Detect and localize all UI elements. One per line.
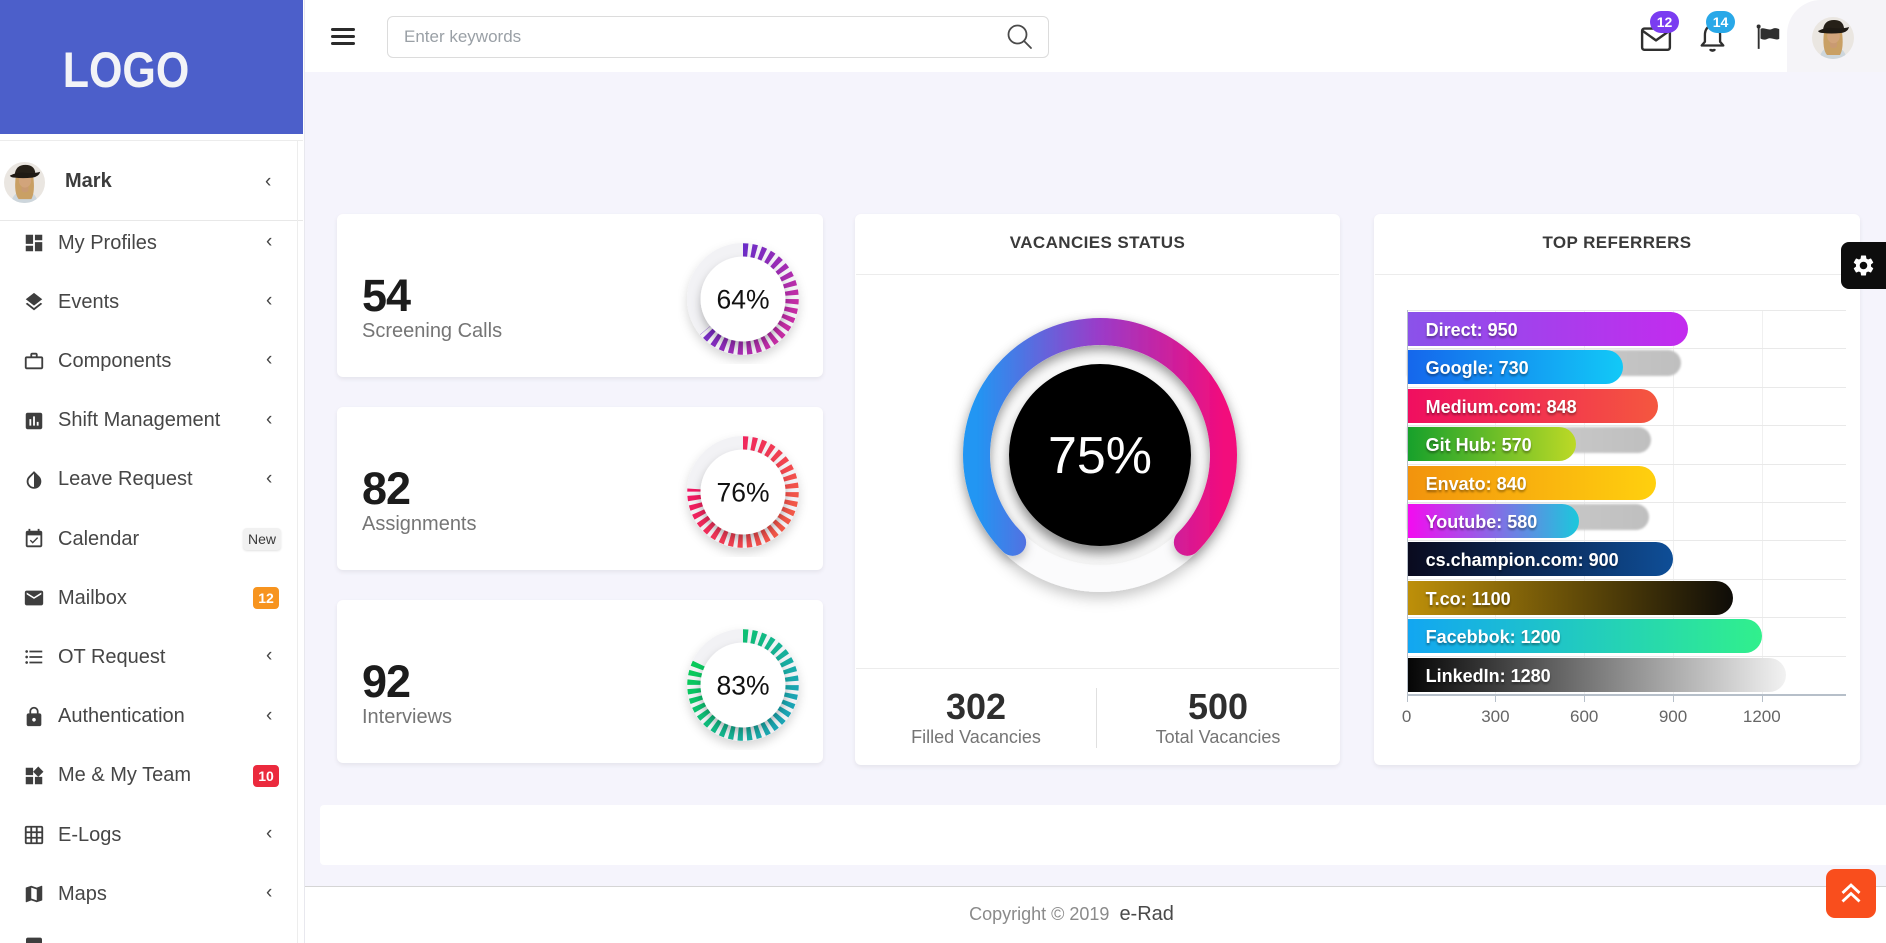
svg-text:75%: 75% — [1048, 427, 1152, 485]
svg-text:64%: 64% — [716, 285, 769, 315]
svg-text:83%: 83% — [716, 671, 769, 701]
svg-text:76%: 76% — [716, 478, 769, 508]
